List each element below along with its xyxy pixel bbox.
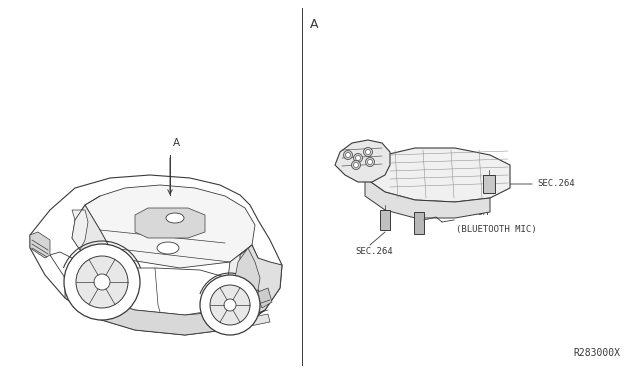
Circle shape xyxy=(365,157,374,167)
Polygon shape xyxy=(258,288,272,308)
Circle shape xyxy=(355,155,360,160)
Text: 28336M: 28336M xyxy=(456,208,488,217)
Text: R283000X: R283000X xyxy=(573,348,620,358)
Circle shape xyxy=(76,256,128,308)
Polygon shape xyxy=(85,185,255,268)
Circle shape xyxy=(94,274,110,290)
Polygon shape xyxy=(235,248,260,295)
Ellipse shape xyxy=(157,242,179,254)
Text: SEC.264: SEC.264 xyxy=(537,180,575,189)
Circle shape xyxy=(344,151,353,160)
Text: (BLUETOOTH MIC): (BLUETOOTH MIC) xyxy=(456,225,536,234)
FancyBboxPatch shape xyxy=(414,212,424,234)
FancyBboxPatch shape xyxy=(483,175,495,193)
Ellipse shape xyxy=(166,213,184,223)
Polygon shape xyxy=(240,245,282,315)
Polygon shape xyxy=(365,178,490,218)
Polygon shape xyxy=(135,208,205,238)
Circle shape xyxy=(353,154,362,163)
FancyBboxPatch shape xyxy=(380,210,390,230)
Polygon shape xyxy=(228,245,270,315)
Polygon shape xyxy=(30,175,282,335)
Circle shape xyxy=(351,160,360,170)
Polygon shape xyxy=(30,232,50,258)
Polygon shape xyxy=(72,210,88,250)
Circle shape xyxy=(367,160,372,164)
Polygon shape xyxy=(72,205,110,258)
Circle shape xyxy=(364,148,372,157)
Polygon shape xyxy=(365,148,510,202)
Circle shape xyxy=(200,275,260,335)
Circle shape xyxy=(210,285,250,325)
Circle shape xyxy=(346,153,351,157)
Polygon shape xyxy=(65,278,265,335)
Polygon shape xyxy=(335,140,390,182)
Circle shape xyxy=(365,150,371,154)
Circle shape xyxy=(224,299,236,311)
Circle shape xyxy=(353,163,358,167)
Text: A: A xyxy=(310,18,319,31)
Text: SEC.264: SEC.264 xyxy=(355,247,392,256)
Text: A: A xyxy=(173,138,180,148)
Polygon shape xyxy=(50,252,240,315)
Circle shape xyxy=(64,244,140,320)
Polygon shape xyxy=(248,314,270,326)
